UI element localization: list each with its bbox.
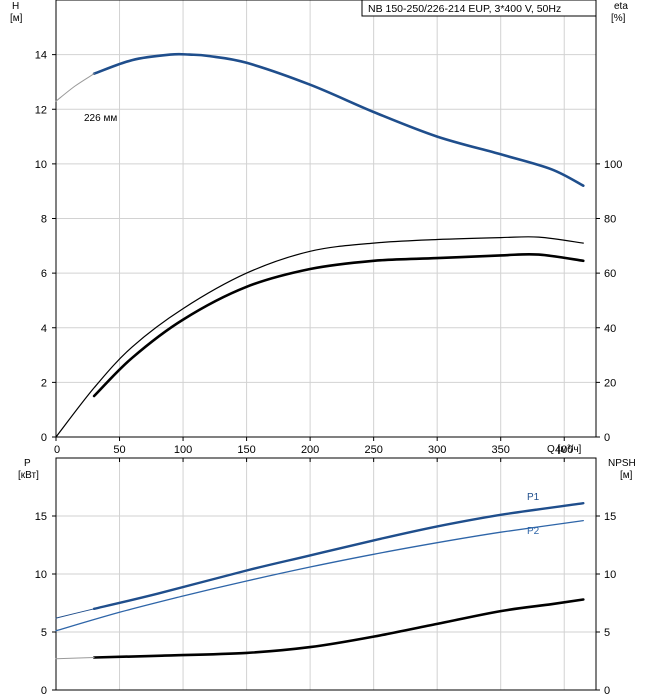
bottom-right-axis-label: NPSH — [608, 458, 636, 469]
x-tick-label: 100 — [174, 444, 192, 456]
bottom-left-axis-label: P — [24, 458, 31, 469]
right-tick-label: 0 — [604, 685, 610, 697]
right-tick-label: 15 — [604, 511, 616, 523]
series-npsh-extension — [55, 657, 95, 660]
top-right-axis-unit: [%] — [611, 13, 626, 24]
right-tick-label: 5 — [604, 627, 610, 639]
left-tick-label: 0 — [41, 685, 47, 697]
top-chart-series — [55, 52, 585, 438]
x-tick-label: 250 — [364, 444, 382, 456]
bottom-left-axis-unit: [кВт] — [18, 470, 39, 481]
x-tick-label: 150 — [237, 444, 255, 456]
impeller-diameter-label: 226 мм — [84, 113, 117, 124]
left-tick-label: 0 — [41, 432, 47, 444]
series-head — [92, 52, 585, 187]
left-tick-label: 10 — [35, 569, 47, 581]
series-efficiency-thick — [92, 252, 585, 398]
series-npsh — [92, 598, 585, 659]
top-chart-tick-labels: 0 2 4 6 8 10 12 14 0 20 40 60 80 100 0 50 100 150 200 250 30… — [35, 50, 623, 456]
chart-title: NB 150-250/226-214 EUP, 3*400 V, 50Hz — [368, 3, 561, 15]
right-tick-label: 20 — [604, 377, 616, 389]
series-p2 — [55, 519, 584, 632]
right-tick-label: 40 — [604, 323, 616, 335]
x-tick-label: 300 — [428, 444, 446, 456]
left-tick-label: 2 — [41, 377, 47, 389]
left-tick-label: 10 — [35, 159, 47, 171]
series-label-p1: P1 — [527, 492, 540, 503]
x-tick-label: 400 — [555, 444, 573, 456]
left-tick-label: 8 — [41, 214, 47, 226]
series-p1-extension — [55, 608, 95, 619]
top-left-axis-label: H — [12, 1, 19, 12]
left-tick-label: 4 — [41, 323, 47, 335]
right-tick-label: 10 — [604, 569, 616, 581]
right-tick-label: 100 — [604, 159, 622, 171]
right-tick-label: 60 — [604, 268, 616, 280]
top-left-axis-unit: [м] — [10, 13, 23, 24]
series-p1 — [92, 502, 585, 610]
x-axis-label: Q [м³/ч] — [547, 444, 582, 455]
title-box — [361, 0, 597, 17]
top-chart-grid — [56, 0, 596, 437]
bottom-chart-tick-labels: 0 5 10 15 0 5 10 15 — [35, 458, 616, 697]
left-tick-label: 15 — [35, 511, 47, 523]
x-tick-label: 0 — [54, 444, 60, 456]
bottom-right-axis-unit: [м] — [620, 470, 633, 481]
x-tick-label: 50 — [113, 444, 125, 456]
right-tick-label: 0 — [604, 432, 610, 444]
left-tick-label: 6 — [41, 268, 47, 280]
left-tick-label: 12 — [35, 104, 47, 116]
left-tick-label: 14 — [35, 50, 47, 62]
bottom-chart-series — [55, 502, 585, 660]
series-label-p2: P2 — [527, 526, 540, 537]
top-right-axis-label: eta — [614, 1, 628, 12]
left-tick-label: 5 — [41, 627, 47, 639]
right-tick-label: 80 — [604, 214, 616, 226]
x-tick-label: 200 — [301, 444, 319, 456]
series-head-extension — [55, 73, 95, 102]
x-tick-label: 350 — [492, 444, 510, 456]
series-efficiency-thin — [55, 236, 584, 438]
